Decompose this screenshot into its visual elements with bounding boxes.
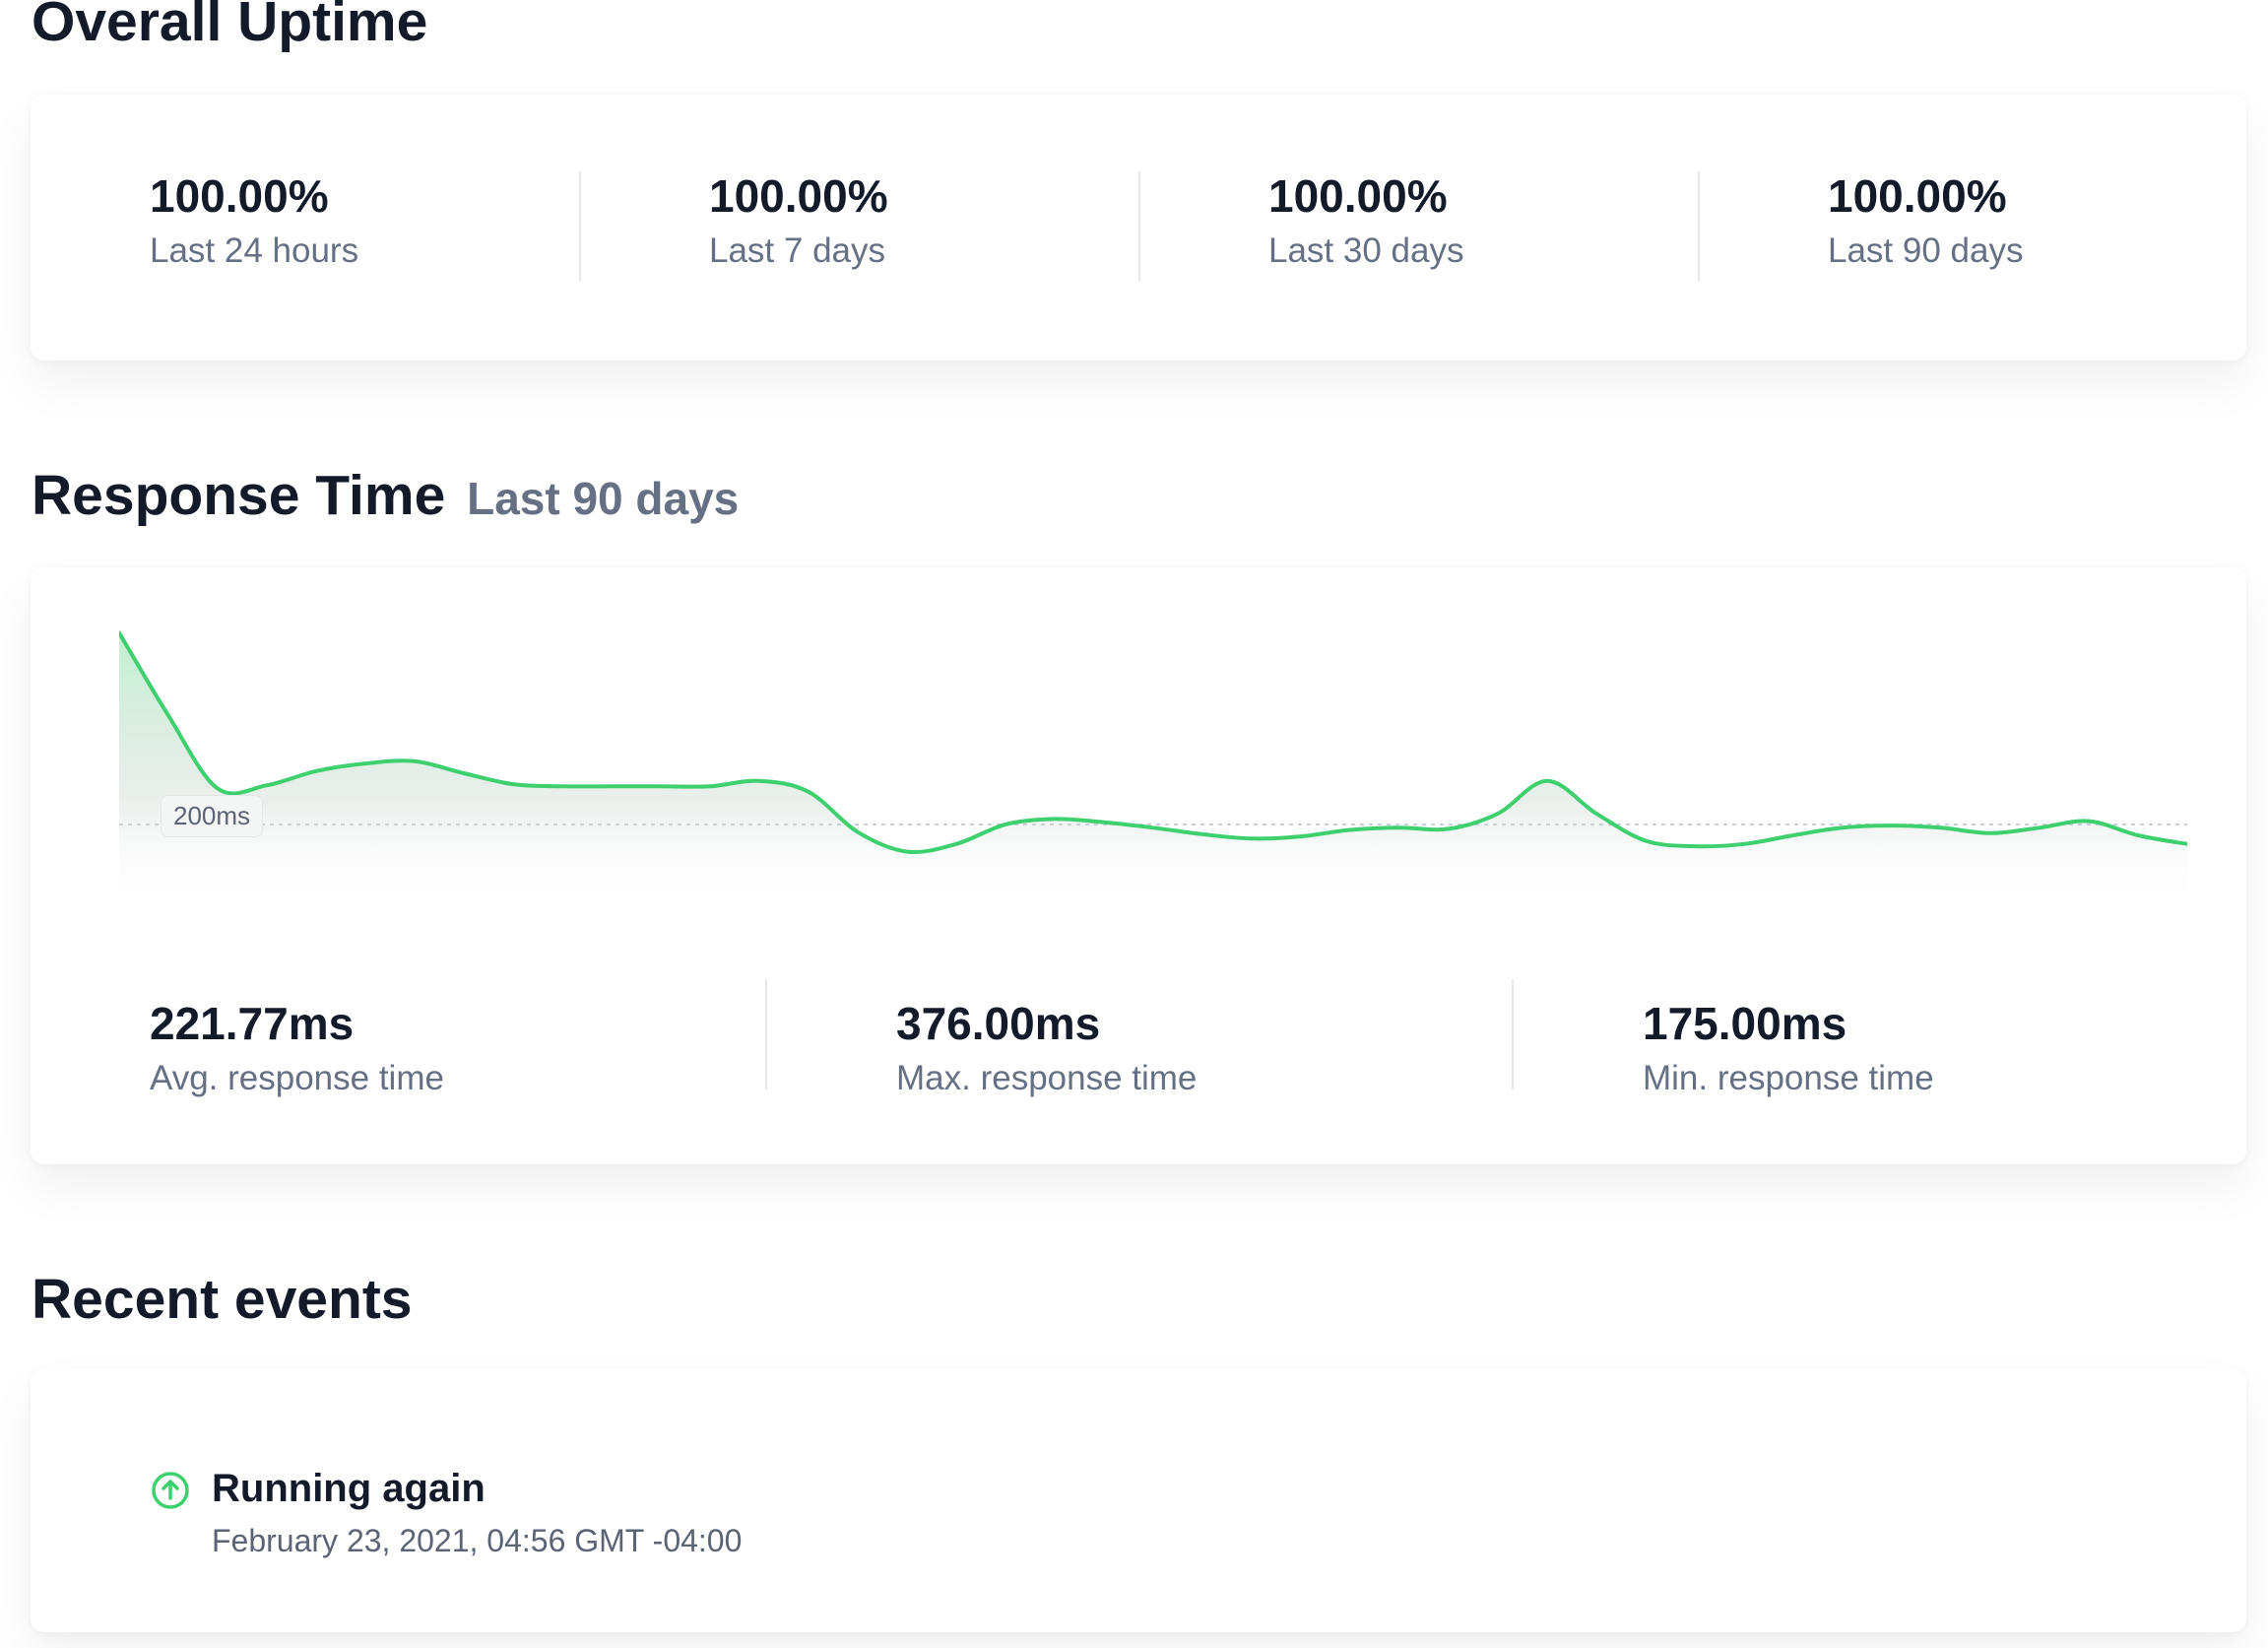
uptime-label: Last 24 hours	[150, 231, 359, 270]
min-response-value: 175.00ms	[1643, 998, 1847, 1049]
overall-uptime-title: Overall Uptime	[32, 0, 428, 53]
divider	[765, 979, 767, 1089]
response-time-heading: Response Time	[32, 464, 446, 527]
data-point-21[interactable]	[1147, 822, 1159, 833]
divider	[579, 171, 581, 282]
divider	[1512, 979, 1514, 1089]
max-response-value: 376.00ms	[896, 998, 1101, 1049]
arrow-up-circle-icon	[152, 1472, 189, 1509]
reference-label: 200ms	[161, 794, 264, 838]
data-point-37[interactable]	[1935, 822, 1947, 833]
data-point-10[interactable]	[606, 780, 617, 792]
data-point-1[interactable]	[162, 709, 174, 721]
data-point-3[interactable]	[261, 779, 273, 791]
data-point-9[interactable]	[556, 780, 568, 792]
uptime-card: 100.00% Last 24 hours 100.00% Last 7 day…	[31, 95, 2246, 361]
data-point-0[interactable]	[119, 626, 125, 638]
avg-response-stat: 221.77ms Avg. response time	[60, 979, 807, 1097]
data-point-16[interactable]	[901, 846, 913, 858]
uptime-stat-30d: 100.00% Last 30 days	[1179, 171, 1738, 282]
divider	[1138, 171, 1140, 282]
response-time-stats: 221.77ms Avg. response time 376.00ms Max…	[31, 979, 2246, 1097]
data-point-6[interactable]	[409, 756, 421, 767]
recent-events-card: Running again February 23, 2021, 04:56 G…	[31, 1368, 2246, 1632]
data-point-4[interactable]	[310, 765, 322, 777]
data-point-14[interactable]	[803, 786, 814, 798]
data-point-15[interactable]	[852, 826, 864, 838]
data-point-33[interactable]	[1738, 838, 1750, 850]
response-time-chart-svg	[119, 626, 2187, 910]
event-time: February 23, 2021, 04:56 GMT -04:00	[212, 1523, 743, 1558]
data-point-40[interactable]	[2083, 816, 2095, 827]
event-title: Running again	[212, 1467, 486, 1510]
uptime-stat-90d: 100.00% Last 90 days	[1738, 171, 2268, 282]
data-point-7[interactable]	[458, 767, 470, 779]
uptime-stat-7d: 100.00% Last 7 days	[619, 171, 1179, 282]
data-point-28[interactable]	[1492, 808, 1504, 820]
data-point-18[interactable]	[1000, 819, 1011, 830]
min-response-label: Min. response time	[1643, 1059, 1934, 1097]
uptime-value: 100.00%	[150, 170, 329, 222]
data-point-11[interactable]	[655, 780, 667, 792]
data-point-17[interactable]	[950, 838, 962, 850]
data-point-20[interactable]	[1098, 817, 1110, 828]
response-time-period: Last 90 days	[467, 473, 740, 524]
data-point-12[interactable]	[704, 780, 716, 792]
data-point-24[interactable]	[1295, 830, 1307, 842]
uptime-value: 100.00%	[1828, 170, 2007, 222]
data-point-13[interactable]	[753, 775, 765, 787]
data-point-22[interactable]	[1197, 828, 1208, 840]
data-point-5[interactable]	[359, 758, 371, 769]
data-point-27[interactable]	[1443, 823, 1455, 834]
data-point-36[interactable]	[1886, 820, 1898, 831]
data-point-26[interactable]	[1393, 822, 1405, 833]
uptime-stat-24h: 100.00% Last 24 hours	[60, 171, 619, 282]
data-point-30[interactable]	[1590, 808, 1602, 820]
data-point-32[interactable]	[1689, 840, 1701, 852]
data-point-41[interactable]	[2132, 829, 2144, 841]
recent-events-title: Recent events	[32, 1268, 413, 1331]
data-point-35[interactable]	[1837, 822, 1848, 833]
response-time-card: 200ms 221.77ms Avg. response time 376.00…	[31, 567, 2246, 1164]
data-point-25[interactable]	[1344, 824, 1356, 836]
data-point-19[interactable]	[1049, 813, 1061, 824]
divider	[1698, 171, 1700, 282]
data-point-8[interactable]	[507, 778, 519, 790]
max-response-stat: 376.00ms Max. response time	[807, 979, 1553, 1097]
response-time-title: Response Time Last 90 days	[32, 468, 739, 524]
data-point-29[interactable]	[1541, 775, 1553, 787]
avg-response-value: 221.77ms	[150, 998, 355, 1049]
avg-response-label: Avg. response time	[150, 1059, 444, 1097]
uptime-value: 100.00%	[1268, 170, 1448, 222]
uptime-label: Last 30 days	[1268, 231, 1464, 270]
data-point-38[interactable]	[1984, 827, 1996, 839]
data-point-39[interactable]	[2034, 822, 2045, 833]
min-response-stat: 175.00ms Min. response time	[1553, 979, 2268, 1097]
uptime-label: Last 90 days	[1828, 231, 2024, 270]
data-point-34[interactable]	[1787, 829, 1799, 841]
max-response-label: Max. response time	[896, 1059, 1198, 1097]
data-point-31[interactable]	[1640, 835, 1652, 847]
data-point-23[interactable]	[1246, 832, 1258, 844]
response-time-line	[119, 630, 2187, 855]
uptime-value: 100.00%	[709, 170, 888, 222]
uptime-label: Last 7 days	[709, 231, 885, 270]
data-point-2[interactable]	[212, 783, 224, 795]
response-time-chart: 200ms	[119, 625, 2187, 910]
response-time-area	[119, 632, 2187, 910]
